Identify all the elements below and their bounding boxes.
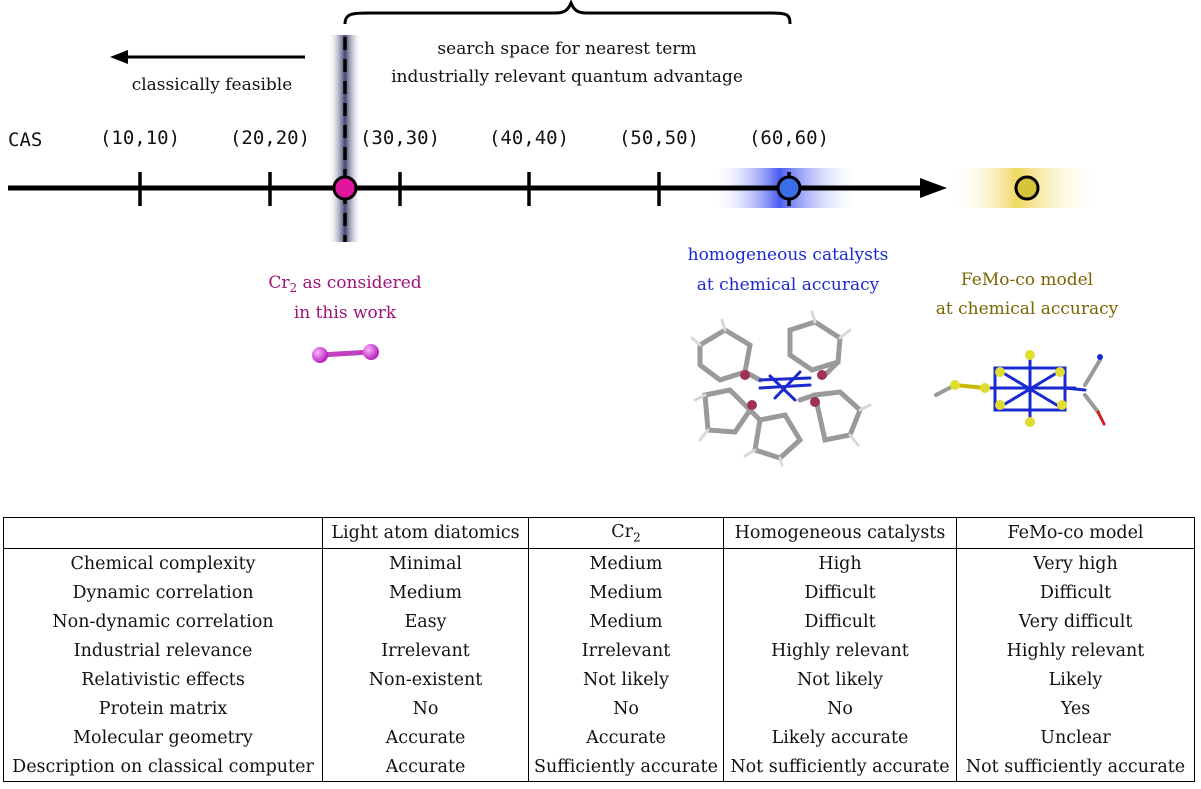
row-label: Description on classical computer — [3, 752, 323, 782]
table-header-empty — [3, 517, 323, 549]
homog-label-line1: homogeneous catalysts — [688, 245, 889, 265]
table-cell: Irrelevant — [528, 636, 724, 665]
table-cell: Difficult — [723, 578, 957, 607]
table-cell: Accurate — [322, 723, 529, 752]
table-cell: Easy — [322, 607, 529, 636]
table-header-homogeneous: Homogeneous catalysts — [723, 517, 957, 549]
homog-marker — [776, 175, 802, 201]
tick-label-30: (30,30) — [360, 127, 440, 149]
table-row: Industrial relevance Irrelevant Irrelevant… — [3, 636, 1195, 665]
table-cell: Minimal — [322, 548, 529, 578]
table-cell: No — [322, 694, 529, 723]
table-cell: Likely — [956, 665, 1195, 694]
tick-label-40: (40,40) — [489, 127, 569, 149]
cr2-molecule-image — [312, 344, 379, 363]
row-label: Relativistic effects — [3, 665, 323, 694]
femo-co-molecule-image — [934, 350, 1106, 427]
table-cell: Unclear — [956, 723, 1195, 752]
table-cell: Difficult — [956, 578, 1195, 607]
table-cell: Not likely — [723, 665, 957, 694]
femo-label-line1: FeMo-co model — [961, 270, 1093, 290]
table-cell: Irrelevant — [322, 636, 529, 665]
table-cell: Medium — [528, 548, 724, 578]
table-header-femo: FeMo-co model — [956, 517, 1195, 549]
classical-label: classically feasible — [132, 75, 293, 95]
row-label: Non-dynamic correlation — [3, 607, 323, 636]
tick-label-50: (50,50) — [619, 127, 699, 149]
table-cell: No — [528, 694, 724, 723]
table-cell: No — [723, 694, 957, 723]
table-cell: Medium — [322, 578, 529, 607]
table-cell: Accurate — [322, 752, 529, 782]
table-cell: Difficult — [723, 607, 957, 636]
table-row: Chemical complexity Minimal Medium High Very… — [3, 548, 1195, 578]
femo-label-line2: at chemical accuracy — [936, 299, 1119, 319]
brace-label-line1: search space for nearest term — [437, 39, 696, 59]
table-cell: Not sufficiently accurate — [956, 752, 1195, 782]
row-label: Molecular geometry — [3, 723, 323, 752]
tick-label-60: (60,60) — [749, 127, 829, 149]
table-cell: Likely accurate — [723, 723, 957, 752]
comparison-table: Light atom diatomics Cr2 Homogeneous cat… — [3, 517, 1195, 782]
table-cell: Very difficult — [956, 607, 1195, 636]
axis-label-cas: CAS — [8, 129, 42, 151]
table-row: Non-dynamic correlation Easy Medium Difficu… — [3, 607, 1195, 636]
table-row: Description on classical computer Accurat… — [3, 752, 1195, 782]
table-cell: High — [723, 548, 957, 578]
table-cell: Sufficiently accurate — [528, 752, 724, 782]
classical-arrowhead — [110, 50, 128, 64]
row-label: Dynamic correlation — [3, 578, 323, 607]
table-header-light-atom: Light atom diatomics — [322, 517, 529, 549]
row-label: Protein matrix — [3, 694, 323, 723]
cr2-marker — [332, 175, 358, 201]
cr2-label-line2: in this work — [294, 303, 397, 323]
table-cell: Medium — [528, 578, 724, 607]
homog-catalyst-molecule-image — [690, 310, 872, 467]
table-cell: Highly relevant — [956, 636, 1195, 665]
table-row: Relativistic effects Non-existent Not like… — [3, 665, 1195, 694]
row-label: Chemical complexity — [3, 548, 323, 578]
brace-label-line2: industrially relevant quantum advantage — [391, 67, 743, 87]
table-body: Chemical complexity Minimal Medium High Very… — [3, 548, 1195, 782]
homog-label-line2: at chemical accuracy — [697, 275, 880, 295]
cas-timeline-diagram: search space for nearest term industrial… — [8, 0, 1119, 467]
table-cell: Medium — [528, 607, 724, 636]
tick-label-10: (10,10) — [100, 127, 180, 149]
table-header-cr2: Cr2 — [528, 517, 724, 549]
table-cell: Not likely — [528, 665, 724, 694]
table-row: Protein matrix No No No Yes — [3, 694, 1195, 723]
table-row: Dynamic correlation Medium Medium Difficult… — [3, 578, 1195, 607]
table-cell: Yes — [956, 694, 1195, 723]
table-cell: Accurate — [528, 723, 724, 752]
tick-label-20: (20,20) — [230, 127, 310, 149]
table-cell: Very high — [956, 548, 1195, 578]
table-cell: Non-existent — [322, 665, 529, 694]
femo-marker — [1014, 175, 1040, 201]
axis-arrowhead — [920, 178, 947, 198]
table-header-row: Light atom diatomics Cr2 Homogeneous cat… — [3, 517, 1195, 549]
table-cell: Not sufficiently accurate — [723, 752, 957, 782]
row-label: Industrial relevance — [3, 636, 323, 665]
table-cell: Highly relevant — [723, 636, 957, 665]
cr2-label-line1: Cr2 as considered — [268, 273, 421, 295]
table-row: Molecular geometry Accurate Accurate Likely… — [3, 723, 1195, 752]
brace — [343, 0, 792, 25]
